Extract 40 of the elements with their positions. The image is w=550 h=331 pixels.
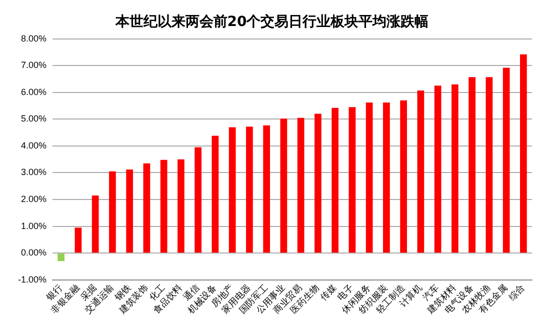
bar xyxy=(58,254,65,262)
bar xyxy=(74,228,82,253)
bar xyxy=(520,54,527,253)
bar xyxy=(212,136,219,253)
chart-title: 本世纪以来两会前20个交易日行业板块平均涨跌幅 xyxy=(114,13,429,30)
bar xyxy=(178,159,184,253)
bar xyxy=(160,160,168,253)
bar xyxy=(332,108,338,253)
y-tick-label: 6.00% xyxy=(20,86,47,97)
bar xyxy=(452,84,458,253)
bar xyxy=(126,170,133,253)
bar xyxy=(502,68,510,253)
bar xyxy=(417,90,424,253)
y-tick-label: 8.00% xyxy=(20,33,47,44)
bar xyxy=(143,163,150,253)
y-tick-label: 4.00% xyxy=(20,140,47,150)
bar xyxy=(348,107,356,253)
bar xyxy=(92,196,99,253)
y-tick-label: 1.00% xyxy=(20,220,47,231)
y-tick-label: -1.00% xyxy=(18,274,47,284)
bar xyxy=(109,171,116,253)
y-tick-label: 0.00% xyxy=(20,248,47,258)
bar xyxy=(486,77,493,253)
bar xyxy=(468,77,476,253)
bar xyxy=(383,102,390,253)
bar xyxy=(194,147,202,253)
x-tick-label: 综合 xyxy=(506,282,528,304)
y-tick-label: 5.00% xyxy=(20,114,47,124)
bar xyxy=(228,127,236,253)
bar xyxy=(366,102,373,253)
bar xyxy=(434,86,442,253)
bar xyxy=(263,125,270,253)
bar xyxy=(314,114,322,253)
y-tick-label: 2.00% xyxy=(20,194,47,204)
bar xyxy=(246,126,253,253)
y-tick-label: 3.00% xyxy=(20,167,47,178)
bar xyxy=(297,118,304,253)
bar xyxy=(280,118,288,253)
bar xyxy=(400,100,407,253)
y-tick-label: 7.00% xyxy=(20,60,47,70)
